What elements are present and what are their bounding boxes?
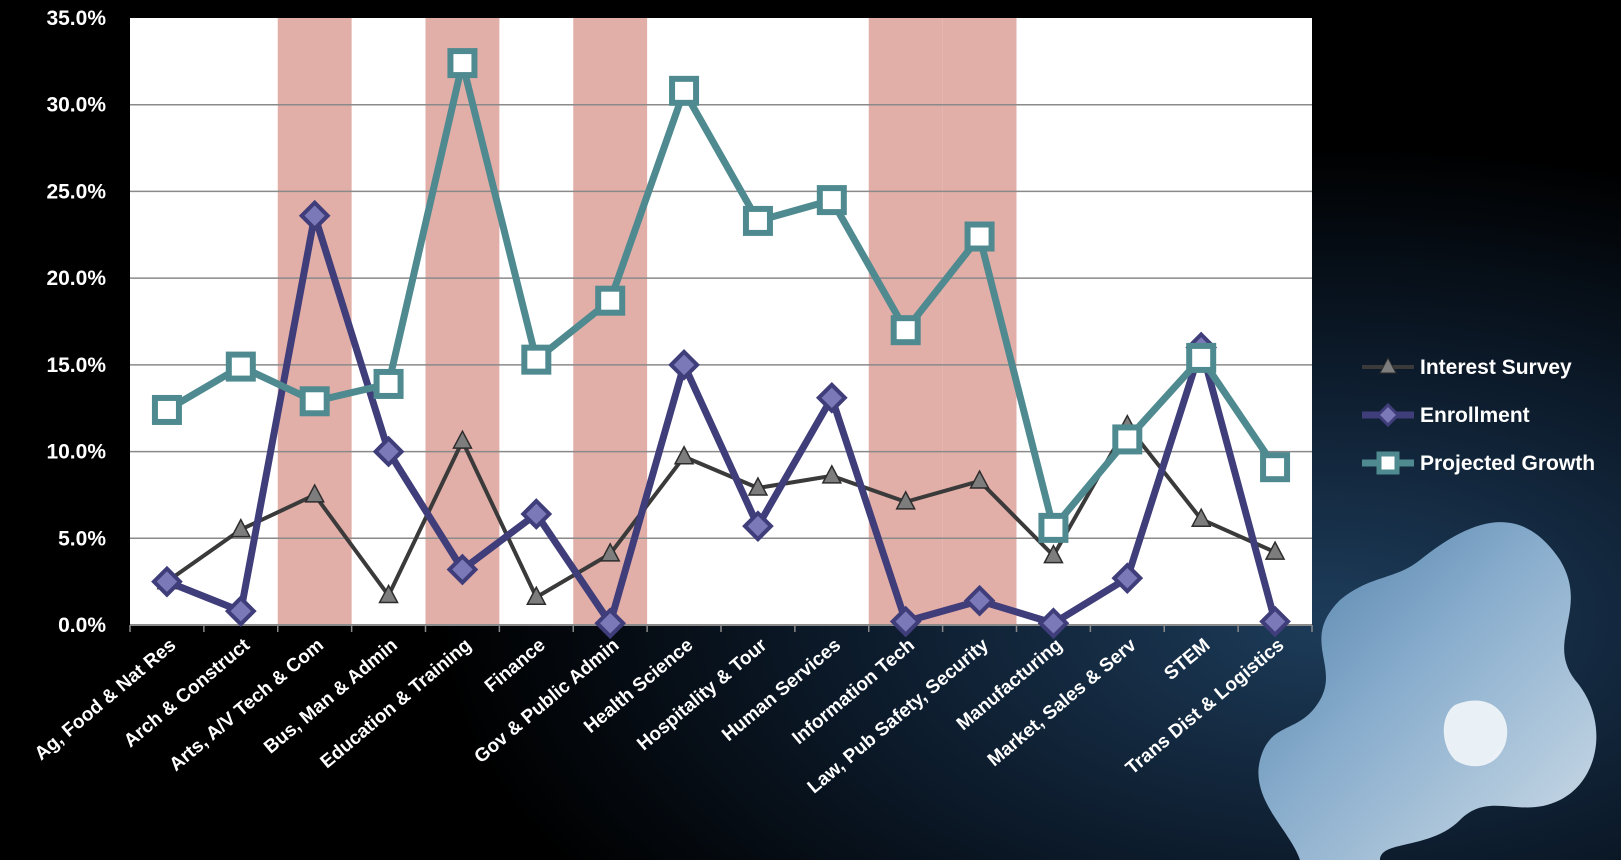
- x-tick-label: Information Tech: [788, 635, 918, 749]
- data-point: [230, 518, 252, 538]
- y-tick-label: 15.0%: [46, 354, 106, 377]
- data-point: [299, 386, 330, 417]
- data-point: [1264, 540, 1286, 560]
- legend-marker: [1375, 402, 1401, 428]
- legend-marker: [1376, 451, 1400, 475]
- x-tick-label: Arch & Construct: [120, 634, 255, 752]
- x-tick-label: Bus, Man & Admin: [260, 635, 402, 759]
- x-tick-label: Hospitality & Tour: [633, 634, 771, 755]
- y-axis-ticks: 0.0% 5.0% 10.0% 15.0% 20.0% 25.0% 30.0% 35.0%: [46, 7, 106, 637]
- data-point: [1043, 544, 1064, 564]
- puzzle-piece-shadow: [1443, 700, 1508, 767]
- series-line-interest-survey: [164, 423, 1278, 600]
- legend-marker: [1379, 356, 1397, 374]
- legend-label: Interest Survey: [1420, 356, 1572, 379]
- data-point: [225, 351, 256, 382]
- data-point: [1037, 607, 1070, 640]
- data-point: [673, 445, 695, 465]
- y-tick-label: 30.0%: [46, 94, 106, 117]
- x-tick-label: Ag, Food & Nat Res: [31, 635, 180, 765]
- data-point: [1190, 507, 1212, 527]
- highlight-bands: [277, 18, 1017, 625]
- data-point: [1259, 605, 1291, 638]
- data-point: [669, 75, 700, 106]
- series-line-projected-growth: [163, 59, 1279, 532]
- data-point: [151, 565, 183, 598]
- data-point: [747, 476, 769, 496]
- data-point: [964, 221, 995, 252]
- data-point: [821, 464, 843, 484]
- data-point: [668, 349, 700, 381]
- data-point: [742, 510, 774, 542]
- x-tick-label: Gov & Public Admin: [471, 635, 624, 768]
- puzzle-piece: [1258, 522, 1597, 860]
- data-point: [1111, 562, 1144, 595]
- data-point: [963, 584, 996, 617]
- highlight-band: [277, 18, 352, 625]
- y-tick-label: 25.0%: [46, 180, 106, 203]
- y-tick-label: 10.0%: [46, 441, 106, 464]
- data-point: [298, 199, 331, 232]
- legend-label: Projected Growth: [1420, 452, 1595, 475]
- data-point: [1260, 452, 1291, 483]
- data-point: [742, 205, 773, 236]
- series-group: [151, 48, 1291, 640]
- data-point: [304, 483, 325, 503]
- data-point: [595, 285, 626, 316]
- data-point: [816, 185, 847, 216]
- data-point: [224, 595, 257, 627]
- data-point: [1186, 342, 1217, 373]
- x-tick-label: Finance: [481, 635, 550, 697]
- data-point: [889, 605, 922, 638]
- x-tick-label: Market, Sales & Serv: [984, 634, 1141, 771]
- x-tick-label: STEM: [1160, 635, 1214, 685]
- data-point: [372, 435, 405, 468]
- series-line-enrollment: [163, 212, 1279, 627]
- legend: Interest Survey Enrollment Projected Growt…: [1362, 356, 1595, 475]
- data-point: [890, 315, 921, 346]
- data-point: [378, 583, 399, 604]
- data-point: [452, 429, 473, 449]
- data-point: [1038, 512, 1069, 543]
- data-point: [815, 381, 848, 414]
- y-tick-label: 20.0%: [46, 267, 106, 290]
- data-point: [373, 368, 404, 399]
- data-point: [594, 607, 627, 640]
- legend-label: Enrollment: [1420, 404, 1530, 427]
- y-tick-label: 35.0%: [46, 7, 106, 30]
- data-point: [521, 344, 552, 375]
- data-point: [895, 490, 916, 510]
- data-point: [1112, 424, 1143, 455]
- data-point: [599, 542, 621, 562]
- highlight-band: [942, 18, 1017, 625]
- data-point: [151, 394, 182, 425]
- y-tick-label: 0.0%: [58, 614, 106, 637]
- y-tick-label: 5.0%: [58, 527, 106, 550]
- data-point: [520, 498, 553, 530]
- data-point: [969, 469, 990, 489]
- data-point: [526, 585, 547, 606]
- data-point: [446, 553, 479, 586]
- data-point: [447, 48, 478, 79]
